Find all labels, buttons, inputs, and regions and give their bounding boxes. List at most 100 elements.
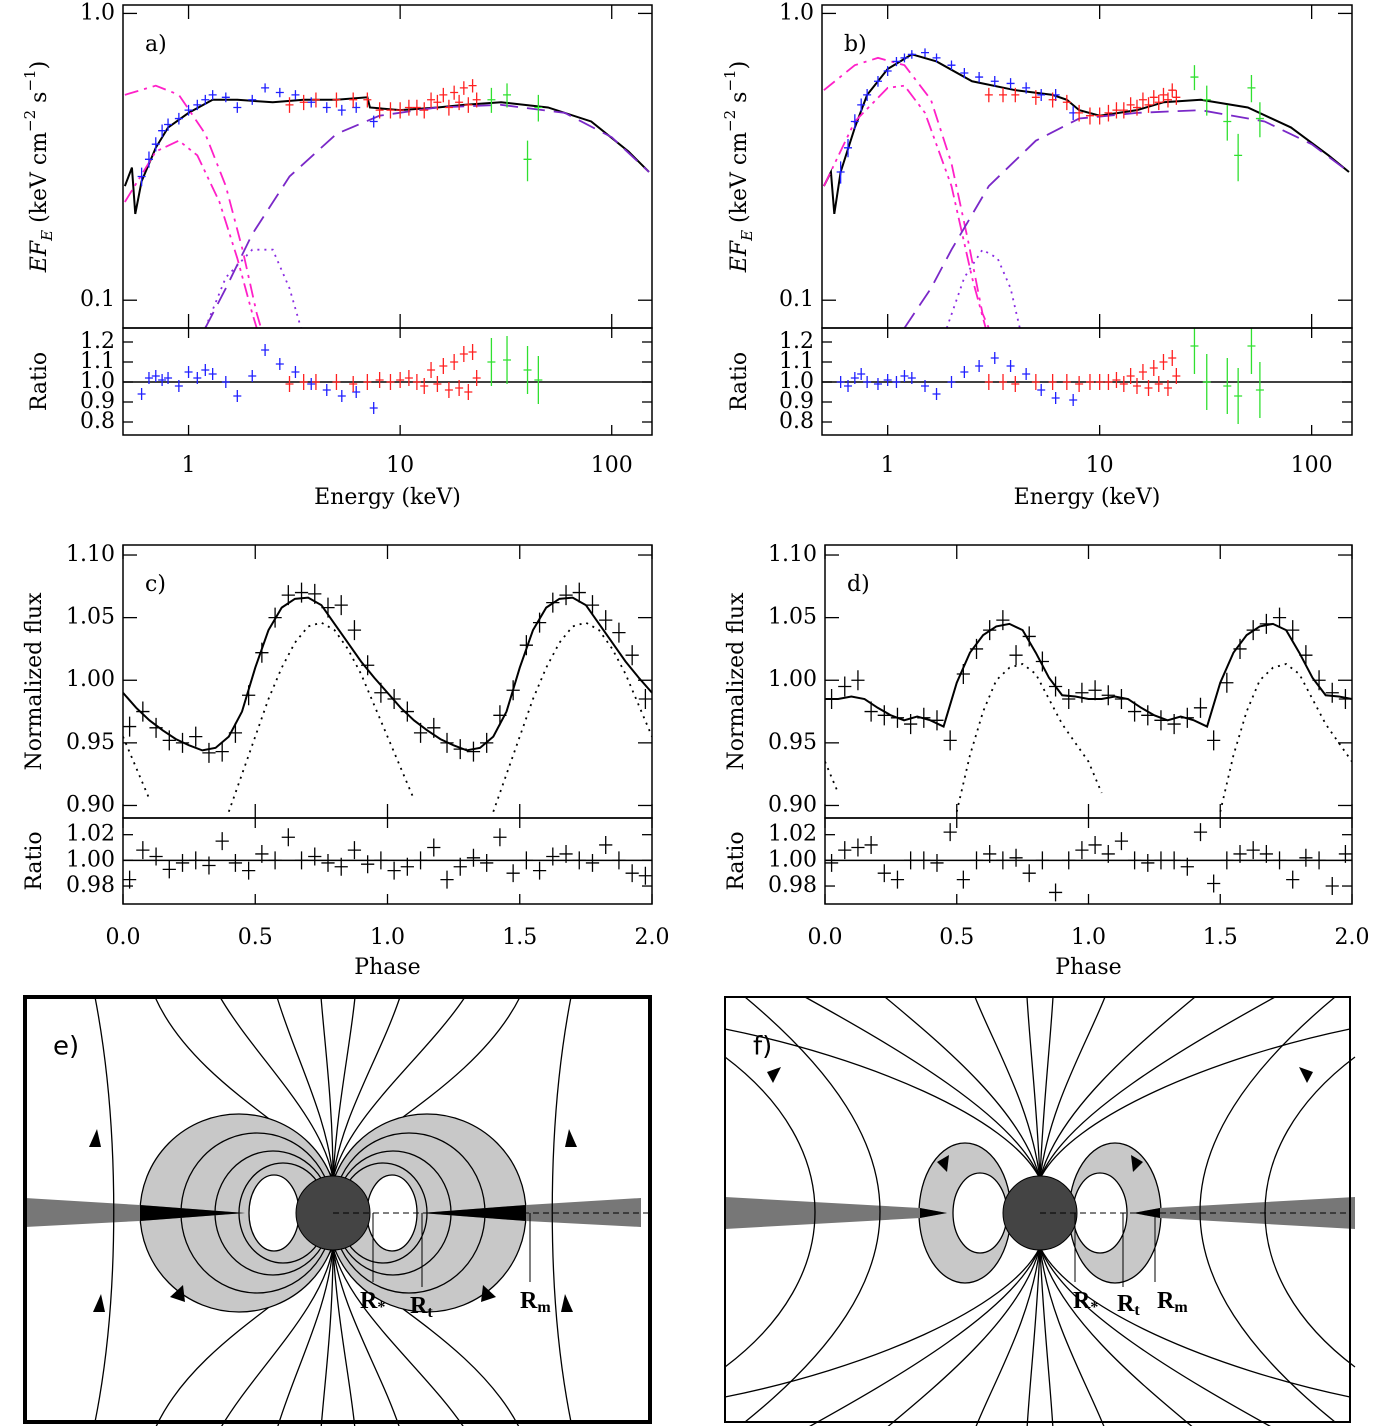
- plot-frame: [122, 544, 653, 819]
- data-point: [144, 151, 153, 168]
- x-axis-label: Phase: [354, 955, 420, 980]
- data-point: [480, 853, 494, 872]
- y-axis-label-part: s: [727, 92, 752, 110]
- x-tick-label: 1.0: [1071, 925, 1106, 950]
- y-tick-label: 1.0: [80, 369, 115, 394]
- data-point: [285, 376, 294, 392]
- data-point: [1095, 107, 1104, 125]
- data-point: [349, 92, 358, 108]
- y-tick-label: 0.1: [779, 287, 814, 312]
- panel-label: d): [847, 572, 870, 597]
- y-tick-label: 1.02: [768, 822, 817, 847]
- data-point: [1132, 378, 1141, 394]
- data-point: [466, 741, 481, 762]
- data-point: [334, 857, 348, 876]
- ratio-plot: [822, 328, 1352, 424]
- data-point: [455, 380, 464, 396]
- data-point: [932, 388, 941, 400]
- data-point: [1141, 705, 1155, 726]
- data-point: [1062, 689, 1076, 710]
- data-point: [546, 592, 560, 613]
- data-point: [523, 140, 532, 182]
- y-axis-label-part: ): [27, 61, 52, 70]
- data-point: [248, 94, 257, 105]
- data-point: [221, 92, 230, 103]
- data-point: [455, 94, 464, 111]
- data-point: [851, 838, 865, 857]
- data-point: [459, 81, 468, 95]
- data-point: [311, 92, 320, 108]
- data-point: [506, 680, 520, 701]
- data-point: [322, 384, 331, 396]
- y-tick-label: 1.05: [768, 605, 817, 630]
- data-point: [374, 851, 388, 870]
- data-point: [472, 92, 481, 108]
- data-point: [947, 60, 956, 70]
- data-point: [969, 638, 984, 659]
- data-point: [930, 853, 944, 872]
- x-axis-label: Energy (keV): [314, 485, 461, 510]
- model-curve: [204, 103, 650, 328]
- data-point: [493, 705, 507, 726]
- data-point: [412, 374, 421, 390]
- data-point: [361, 855, 375, 874]
- model-curve: [204, 248, 302, 328]
- data-point: [184, 104, 193, 116]
- x-tick-label: 0.0: [106, 925, 141, 950]
- data-point: [1180, 707, 1194, 728]
- data-point: [1180, 857, 1194, 876]
- data-point: [864, 835, 878, 854]
- data-point: [487, 87, 496, 113]
- data-point: [612, 851, 626, 870]
- data-point: [433, 94, 442, 111]
- y-axis-label-part: EF: [727, 240, 752, 273]
- x-tick-label: 0.5: [238, 925, 273, 950]
- data-point: [1233, 844, 1247, 863]
- data-point: [387, 861, 401, 880]
- data-point: [1011, 376, 1020, 392]
- data-point: [921, 380, 930, 392]
- data-point: [158, 124, 167, 138]
- data-point: [625, 645, 639, 666]
- data-point: [420, 378, 429, 394]
- data-point: [1246, 620, 1260, 641]
- data-point: [175, 853, 190, 872]
- data-point: [1048, 676, 1063, 697]
- data-point: [532, 861, 547, 880]
- data-point: [1085, 107, 1094, 125]
- data-point: [975, 360, 984, 372]
- data-point: [1172, 90, 1181, 105]
- data-point: [960, 366, 969, 378]
- data-point: [248, 370, 257, 382]
- data-point: [890, 707, 905, 728]
- data-point: [233, 390, 242, 402]
- data-point: [233, 102, 242, 113]
- data-point: [1154, 94, 1163, 111]
- data-point: [268, 851, 282, 870]
- main-plot: [822, 48, 1350, 328]
- y-axis-label-part: −1: [21, 69, 39, 91]
- data-point: [999, 374, 1008, 390]
- data-point: [1062, 94, 1071, 111]
- y-axis-label-part: −2: [21, 110, 39, 132]
- data-point: [534, 356, 543, 404]
- data-point: [291, 90, 300, 100]
- data-point: [1009, 848, 1023, 867]
- data-point: [375, 102, 384, 119]
- x-tick-label: 1: [182, 453, 196, 478]
- data-point: [1037, 384, 1046, 396]
- data-point: [369, 115, 378, 128]
- data-point: [268, 607, 282, 628]
- data-point: [999, 87, 1008, 103]
- data-point: [444, 382, 453, 398]
- data-point: [1286, 620, 1300, 641]
- y-axis-label: Normalized flux: [724, 592, 749, 771]
- data-point: [294, 851, 309, 870]
- data-point: [487, 338, 496, 386]
- data-point: [900, 370, 909, 382]
- data-point: [332, 92, 341, 108]
- model-curve: [903, 109, 1350, 328]
- data-point: [900, 53, 909, 63]
- data-point: [883, 374, 892, 386]
